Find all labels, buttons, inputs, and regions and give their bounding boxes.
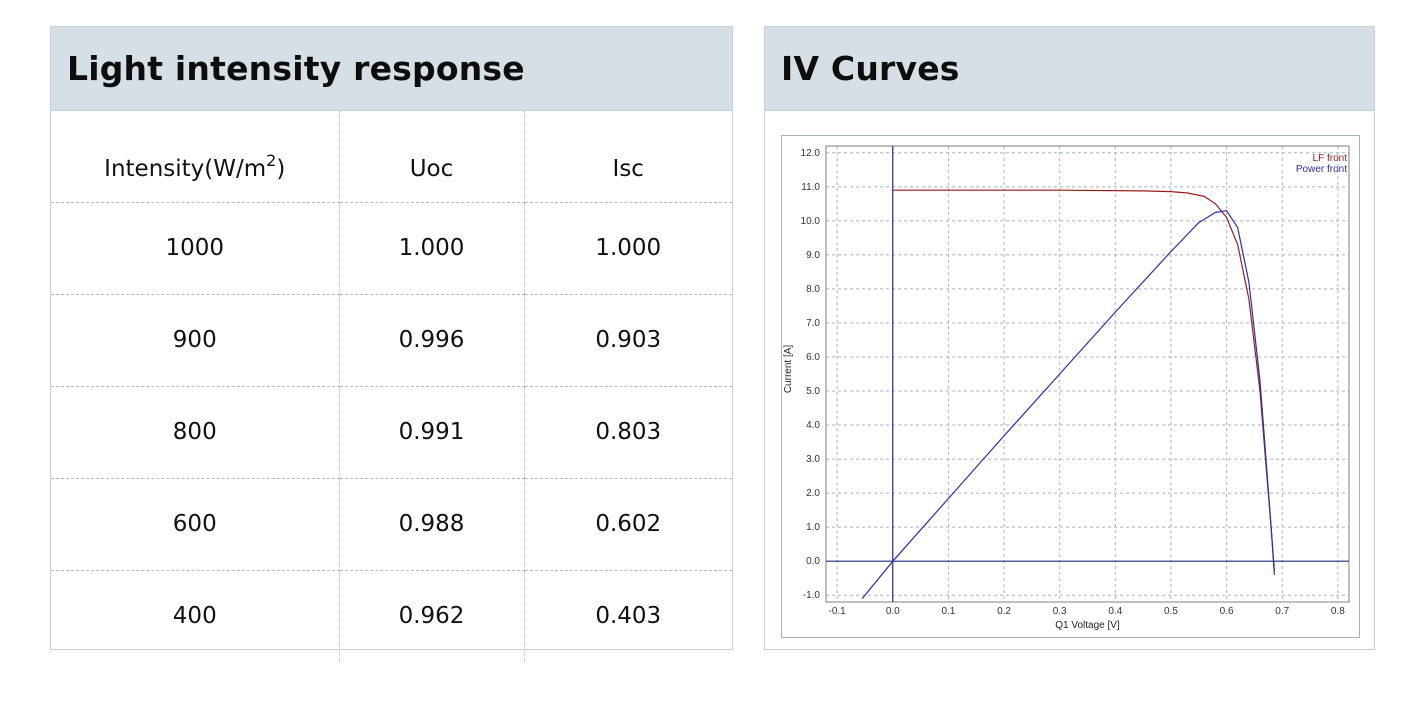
x-tick-label: 0.3 <box>1053 606 1067 617</box>
x-tick-label: 0.5 <box>1164 606 1178 617</box>
table-row: 800 0.991 0.803 <box>51 386 732 479</box>
cell-isc: 0.602 <box>523 478 732 571</box>
cell-intensity: 900 <box>51 294 339 387</box>
y-tick-label: 3.0 <box>806 454 820 465</box>
y-tick-label: 10.0 <box>801 216 821 227</box>
x-tick-label: 0.0 <box>886 606 900 617</box>
light-intensity-panel: Light intensity response Intensity(W/m2)… <box>50 26 733 662</box>
cell-uoc: 0.991 <box>338 386 524 479</box>
y-tick-label: 12.0 <box>801 148 821 159</box>
tick-labels: -0.1 0.0 0.1 0.2 0.3 0.4 0.5 0.6 0.7 0.8 -1.0 0.0 1.… <box>801 148 1346 617</box>
cell-intensity: 400 <box>172 603 217 629</box>
y-tick-label: 5.0 <box>806 386 820 397</box>
y-tick-label: 7.0 <box>806 318 820 329</box>
table-header-row: Intensity(W/m2) Uoc Isc <box>51 111 732 203</box>
x-tick-label: -0.1 <box>829 606 847 617</box>
x-tick-label: 0.2 <box>997 606 1011 617</box>
y-tick-label: 4.0 <box>806 420 820 431</box>
x-tick-label: 0.1 <box>941 606 955 617</box>
superscript: 2 <box>266 151 277 171</box>
table-row: 1000 1.000 1.000 <box>51 202 732 295</box>
y-tick-label: 8.0 <box>806 284 820 295</box>
x-tick-label: 0.8 <box>1331 606 1345 617</box>
intensity-label: Intensity(W/m <box>104 156 267 183</box>
iv-chart-svg: -0.1 0.0 0.1 0.2 0.3 0.4 0.5 0.6 0.7 0.8 -1.0 0.0 1.… <box>782 136 1359 637</box>
y-tick-label: -1.0 <box>803 590 821 601</box>
x-tick-label: 0.4 <box>1108 606 1122 617</box>
plot-frame <box>825 145 1350 603</box>
y-tick-label: 1.0 <box>806 522 820 533</box>
column-header-uoc: Uoc <box>338 111 524 203</box>
closing-paren: ) <box>276 156 286 183</box>
cell-uoc: 0.996 <box>338 294 524 387</box>
cell-uoc: 0.988 <box>338 478 524 571</box>
iv-chart: -0.1 0.0 0.1 0.2 0.3 0.4 0.5 0.6 0.7 0.8 -1.0 0.0 1.… <box>781 135 1360 638</box>
x-tick-label: 0.6 <box>1220 606 1234 617</box>
legend-entry: LF front <box>1313 153 1348 164</box>
cell-intensity: 600 <box>51 478 339 571</box>
y-tick-label: 0.0 <box>806 556 820 567</box>
y-tick-label: 11.0 <box>801 182 820 193</box>
cell-isc: 0.803 <box>523 386 732 479</box>
column-header-intensity: Intensity(W/m2) <box>51 111 339 203</box>
y-tick-label: 9.0 <box>806 250 820 261</box>
cell-isc: 1.000 <box>523 202 732 295</box>
legend-entry: Power front <box>1296 164 1347 175</box>
series-line-power-front <box>861 210 1275 599</box>
y-tick-label: 6.0 <box>806 352 820 363</box>
cell-uoc: 0.962 <box>338 570 524 662</box>
cell-uoc: 1.000 <box>338 202 524 295</box>
y-tick-label: 2.0 <box>806 488 820 499</box>
axes <box>826 146 1349 602</box>
cell-isc: 0.903 <box>523 294 732 387</box>
table-row: 400 0.962 0.403 <box>51 570 732 662</box>
series-lines <box>861 189 1275 599</box>
table-row: 600 0.988 0.602 <box>51 478 732 571</box>
chart-background <box>782 136 1359 637</box>
iv-curves-panel: IV Curves -0.1 0.0 0.1 0.2 0.3 0.4 0.5 0.6 0.7 0.… <box>764 26 1375 650</box>
cell-intensity: 800 <box>51 386 339 479</box>
x-axis-label: Q1 Voltage [V] <box>1055 620 1120 631</box>
panel-title: Light intensity response <box>51 27 732 111</box>
column-header-isc: Isc <box>523 111 732 203</box>
y-axis-label: Current [A] <box>783 345 794 394</box>
cell-intensity: 1000 <box>51 202 339 295</box>
x-tick-label: 0.7 <box>1275 606 1289 617</box>
intensity-table: Intensity(W/m2) Uoc Isc 1000 1.000 1.000… <box>51 111 732 662</box>
panel-title: IV Curves <box>765 27 1374 111</box>
table-row: 900 0.996 0.903 <box>51 294 732 387</box>
cell-isc: 0.403 <box>523 570 732 662</box>
